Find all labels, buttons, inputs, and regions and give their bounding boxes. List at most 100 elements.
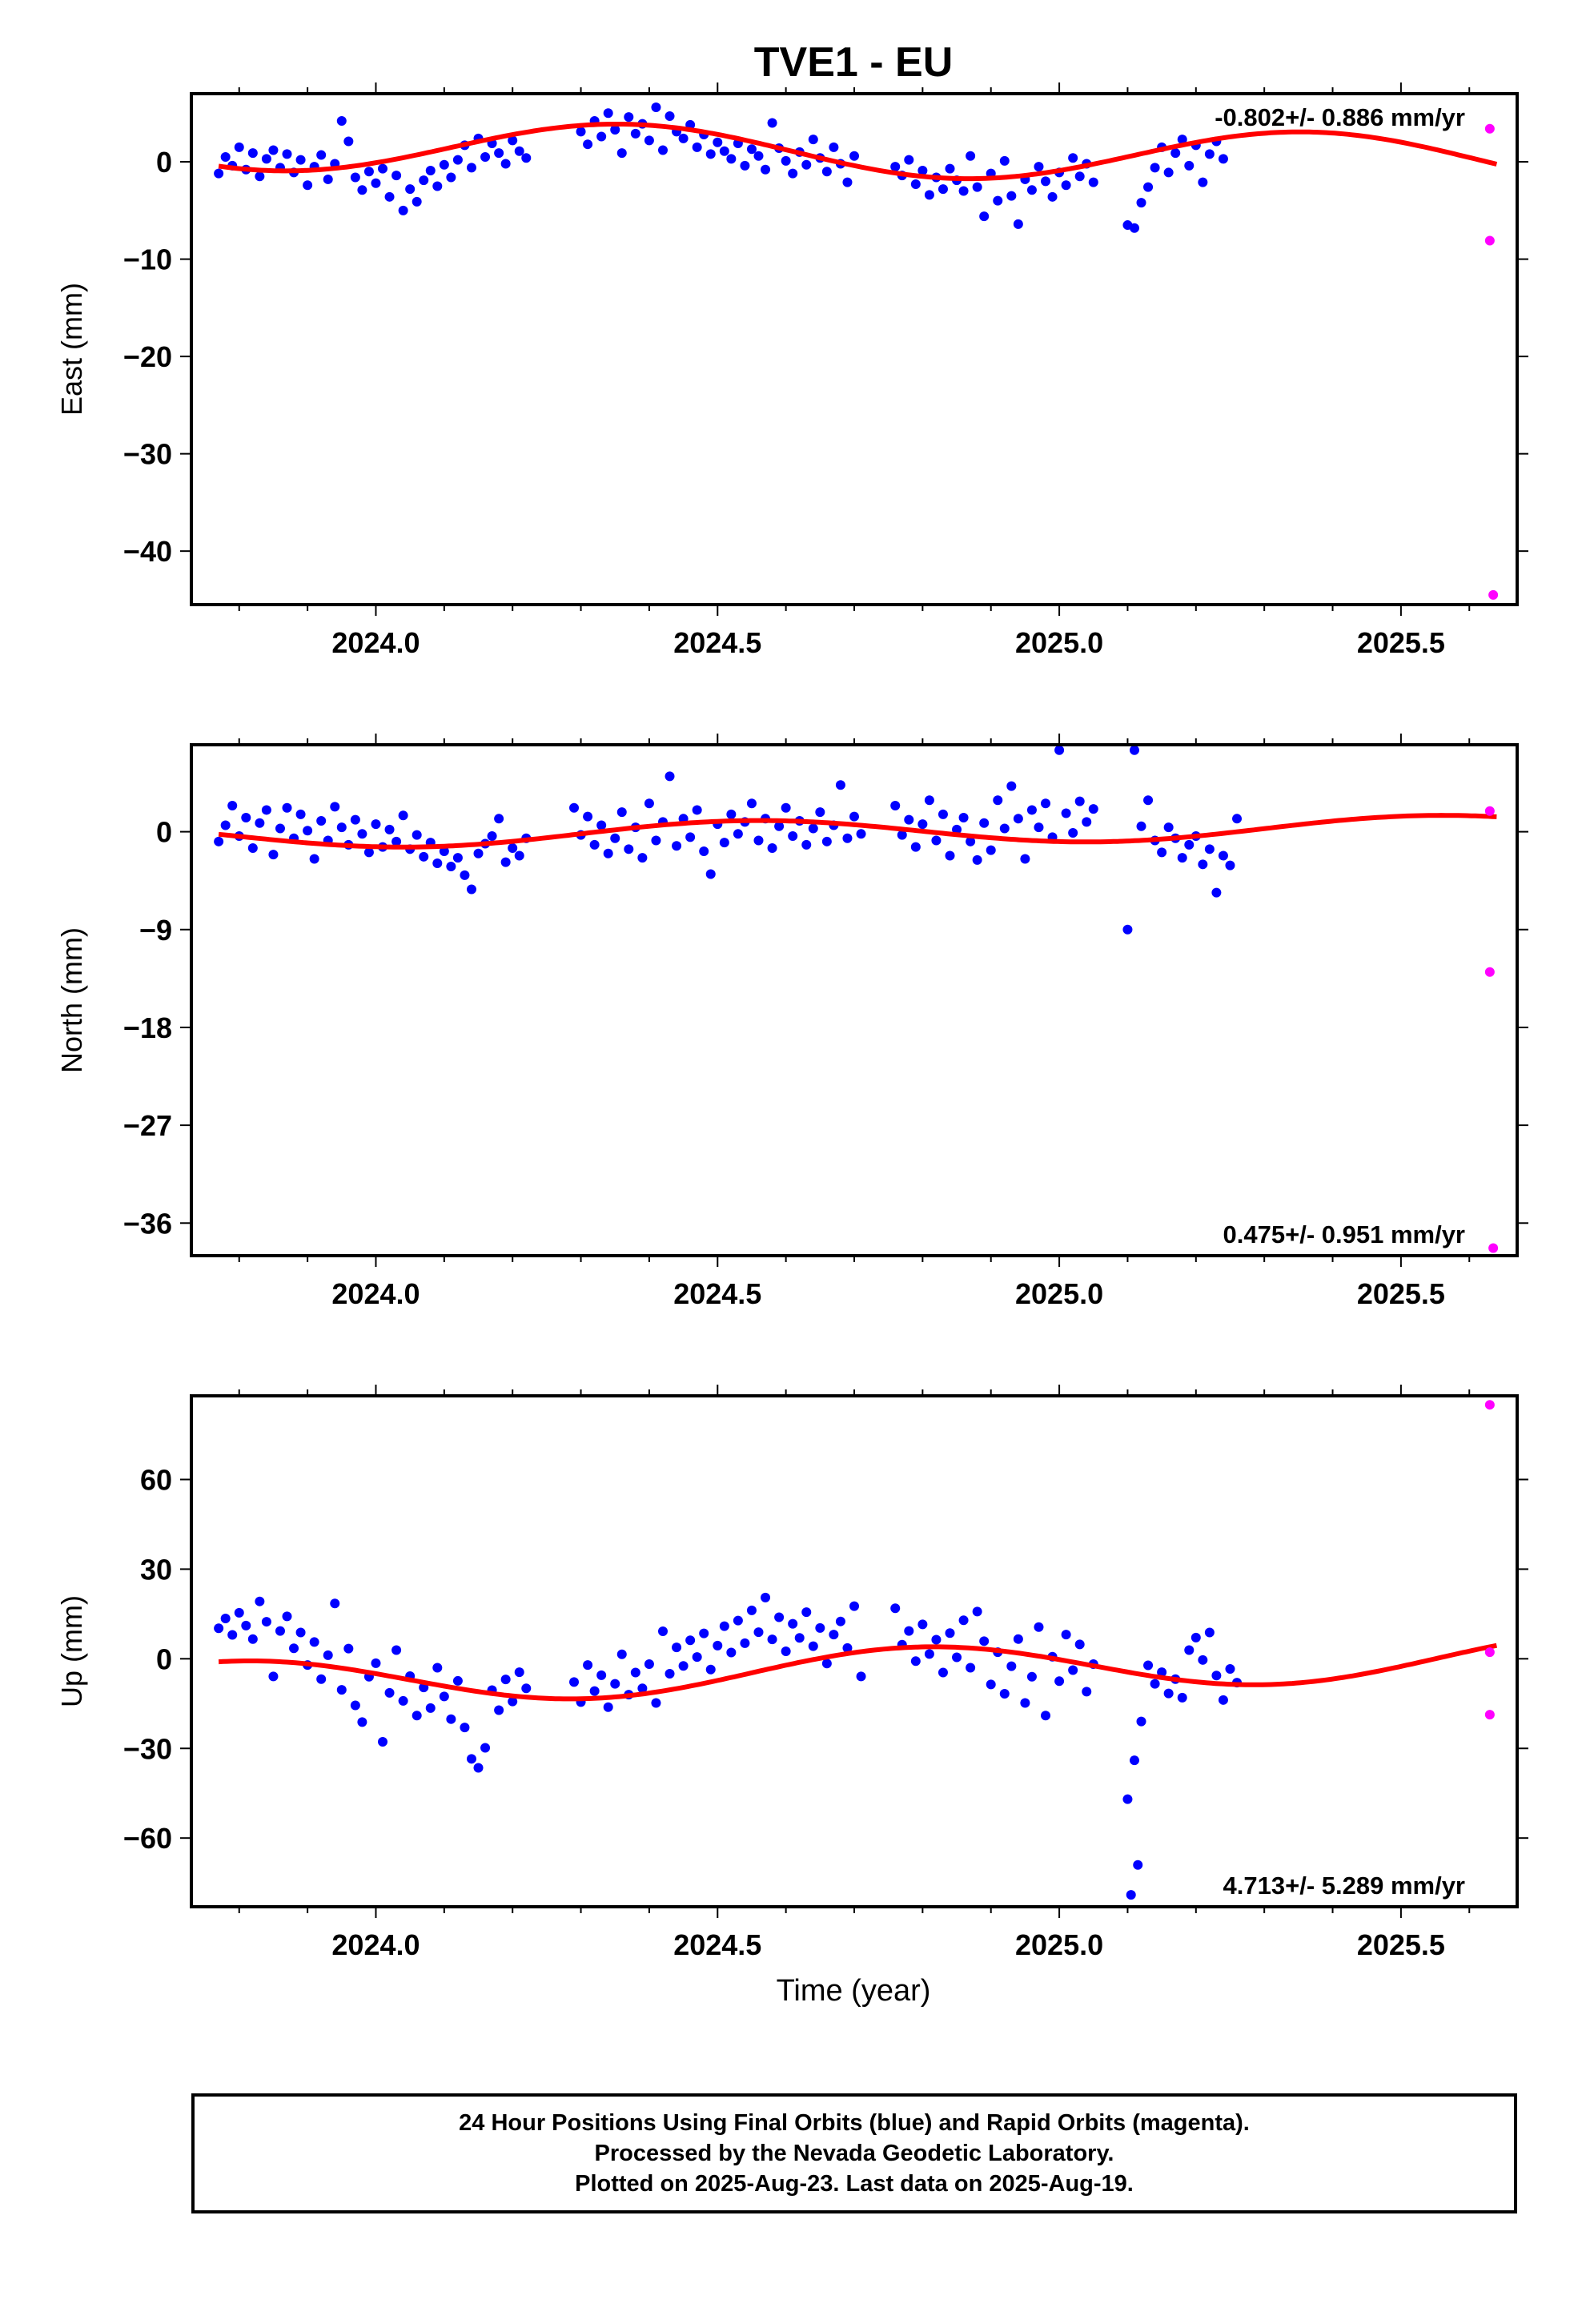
final-data-point: [350, 172, 360, 183]
final-data-point: [343, 136, 354, 147]
final-data-point: [972, 1606, 982, 1617]
final-data-point: [398, 205, 408, 215]
final-data-point: [999, 823, 1010, 834]
final-data-point: [1232, 814, 1243, 824]
final-data-point: [931, 1634, 942, 1645]
final-data-point: [576, 127, 586, 137]
final-data-point: [336, 822, 347, 833]
final-data-point: [972, 182, 982, 192]
final-data-point: [1026, 1671, 1037, 1682]
final-data-point: [261, 1617, 271, 1627]
y-tick-label: −18: [123, 1011, 172, 1044]
final-data-point: [452, 155, 463, 165]
final-data-point: [808, 1641, 818, 1651]
final-data-point: [1136, 1716, 1146, 1727]
final-data-point: [999, 1688, 1010, 1699]
final-data-point: [705, 149, 716, 159]
y-tick-label: −27: [123, 1109, 172, 1142]
north-axis-label: North (mm): [55, 927, 88, 1073]
final-data-point: [665, 771, 675, 782]
final-data-point: [699, 846, 709, 857]
final-data-point: [1157, 847, 1167, 858]
final-data-point: [924, 1649, 934, 1659]
x-tick-label: 2025.5: [1357, 1277, 1445, 1310]
up-plot-frame: [190, 1394, 1519, 1908]
final-data-point: [412, 1711, 422, 1721]
final-data-point: [958, 1615, 969, 1626]
final-data-point: [986, 845, 996, 855]
rapid-data-point: [1484, 967, 1495, 977]
final-data-point: [966, 1663, 976, 1673]
final-data-point: [938, 809, 948, 819]
final-data-point: [904, 1626, 914, 1636]
final-data-point: [295, 809, 306, 819]
final-data-point: [432, 181, 443, 191]
final-data-point: [849, 811, 859, 822]
y-tick-label: −10: [123, 243, 172, 276]
final-data-point: [1191, 1632, 1201, 1642]
final-data-point: [268, 850, 279, 860]
final-data-point: [255, 1596, 265, 1606]
final-data-point: [1082, 817, 1092, 827]
final-data-point: [781, 155, 791, 166]
final-data-point: [473, 1763, 484, 1773]
x-tick-label: 2025.0: [1015, 626, 1103, 659]
caption-line-3: Plotted on 2025-Aug-23. Last data on 202…: [575, 2171, 1134, 2197]
final-data-point: [1184, 1645, 1195, 1655]
final-data-point: [1218, 154, 1228, 164]
final-data-point: [952, 824, 962, 834]
y-tick-label: −30: [123, 1732, 172, 1765]
final-data-point: [1143, 1660, 1154, 1671]
final-data-point: [665, 111, 675, 121]
final-data-point: [336, 1685, 347, 1695]
final-data-point: [753, 151, 764, 161]
final-data-point: [644, 1659, 654, 1670]
rapid-data-point: [1484, 1710, 1495, 1720]
final-data-point: [425, 166, 436, 176]
final-data-point: [480, 151, 491, 162]
final-data-point: [391, 171, 402, 181]
final-data-point: [761, 1592, 771, 1602]
final-data-point: [835, 780, 845, 790]
final-data-point: [630, 128, 640, 139]
final-data-point: [268, 145, 279, 155]
final-data-point: [596, 1670, 607, 1680]
final-data-point: [794, 1633, 805, 1643]
final-data-point: [924, 190, 934, 200]
final-data-point: [432, 858, 443, 868]
final-data-point: [220, 151, 231, 162]
final-data-point: [678, 1661, 689, 1671]
final-data-point: [1204, 149, 1215, 159]
final-data-point: [398, 1695, 408, 1706]
final-data-point: [767, 1634, 777, 1645]
final-data-point: [1013, 814, 1023, 824]
east-plot-frame: [190, 92, 1519, 606]
final-data-point: [569, 1677, 580, 1687]
final-data-point: [309, 1637, 319, 1647]
x-tick-label: 2024.5: [673, 1277, 761, 1310]
final-data-point: [1122, 1794, 1133, 1804]
final-data-point: [494, 148, 504, 159]
up-model-curve: [218, 1642, 1498, 1702]
final-data-point: [733, 829, 743, 839]
final-data-point: [500, 1675, 511, 1685]
final-data-point: [910, 1656, 921, 1667]
final-data-point: [357, 829, 367, 839]
final-data-point: [644, 798, 654, 809]
final-data-point: [521, 153, 532, 163]
final-data-point: [446, 172, 456, 183]
final-data-point: [255, 171, 265, 182]
final-data-point: [1177, 853, 1187, 863]
final-data-point: [487, 831, 497, 842]
final-data-point: [336, 116, 347, 127]
final-data-point: [508, 135, 518, 146]
final-data-point: [1013, 1634, 1023, 1644]
final-data-point: [774, 1612, 785, 1622]
final-data-point: [1061, 808, 1071, 818]
final-data-point: [500, 159, 511, 169]
final-data-point: [363, 167, 374, 177]
final-data-point: [713, 137, 723, 147]
final-data-point: [1157, 1667, 1167, 1678]
final-data-point: [384, 1687, 395, 1698]
